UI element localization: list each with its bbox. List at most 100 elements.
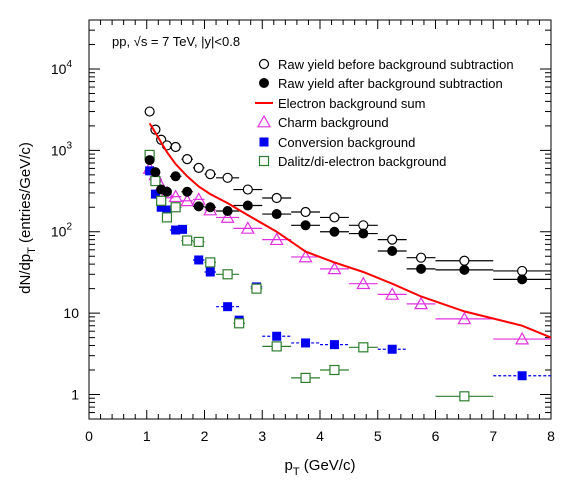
data-point [358, 342, 369, 353]
data-point [259, 137, 269, 147]
data-point [459, 264, 470, 275]
legend: Raw yield before background subtraction R… [255, 57, 514, 169]
data-point [517, 371, 527, 381]
data-point [222, 205, 233, 216]
data-point [161, 186, 172, 197]
data-point [457, 311, 472, 325]
data-point [329, 364, 340, 376]
x-tick-label: 5 [374, 428, 382, 444]
data-point [517, 265, 528, 277]
data-point [182, 154, 193, 165]
legend-label: Charm background [278, 115, 389, 130]
data-point [387, 246, 398, 257]
data-point [259, 78, 269, 88]
data-point [150, 167, 161, 178]
y-tick-label-base: 10 [51, 142, 67, 158]
y-axis-label-unit: (entries/GeV/c) [17, 142, 34, 247]
x-axis-label-unit: (GeV/c) [300, 457, 356, 474]
y-tick-label: 1 [71, 387, 79, 403]
x-axis-label-p: p [285, 457, 293, 474]
data-point [168, 189, 183, 203]
data-point [300, 220, 311, 231]
data-point [223, 302, 233, 312]
legend-label: Dalitz/di-electron background [278, 154, 446, 169]
legend-label: Conversion background [278, 135, 415, 150]
data-point [150, 189, 160, 199]
data-point [144, 155, 155, 166]
data-point [234, 318, 245, 329]
data-point [171, 225, 181, 235]
data-point [242, 184, 253, 195]
data-point [161, 212, 173, 223]
data-point [205, 267, 215, 277]
y-tick-label: 10 [63, 305, 79, 321]
y-tick-label-exp: 2 [66, 222, 72, 233]
data-point [301, 338, 311, 348]
data-point [170, 171, 181, 182]
data-point [182, 186, 193, 197]
data-point [156, 202, 166, 212]
y-axis-label: dN/dpT (entries/GeV/c) [17, 142, 38, 294]
chart-annotation: pp, √s = 7 TeV, |y|<0.8 [112, 34, 240, 49]
data-point [358, 220, 369, 231]
data-point [156, 195, 167, 206]
data-point [222, 269, 233, 280]
data-point [329, 212, 340, 223]
x-tick-label: 7 [489, 428, 497, 444]
data-point [515, 331, 530, 345]
data-point [387, 234, 398, 245]
data-point [220, 210, 235, 223]
x-tick-label: 8 [547, 428, 555, 444]
y-tick-label-exp: 3 [66, 140, 72, 151]
data-point [358, 228, 369, 239]
data-point [414, 296, 429, 310]
x-tick-label: 4 [316, 428, 324, 444]
y-tick-label-base: 10 [51, 224, 67, 240]
data-point [387, 344, 397, 354]
y-tick-label-base: 1 [71, 387, 79, 403]
data-point [329, 226, 340, 237]
data-point [251, 283, 262, 294]
data-point [459, 255, 470, 266]
data-point [222, 172, 233, 183]
y-tick-label-base: 10 [63, 305, 79, 321]
data-point [258, 58, 270, 70]
y-tick-label-base: 10 [51, 61, 67, 77]
data-point [356, 276, 371, 290]
y-axis-label-sub: T [26, 247, 38, 254]
data-point [193, 201, 204, 212]
x-axis-label-sub: T [293, 466, 300, 478]
data-point [145, 166, 155, 176]
data-point [144, 106, 155, 117]
data-point [240, 221, 255, 234]
legend-label: Raw yield after background subtraction [278, 76, 503, 91]
x-tick-label: 1 [143, 428, 151, 444]
data-point [271, 209, 282, 220]
data-point [329, 340, 339, 350]
data-point [180, 193, 195, 207]
series-2 [148, 122, 552, 339]
data-point [385, 287, 400, 300]
data-point [300, 372, 311, 383]
data-layer [142, 106, 552, 402]
data-point [193, 236, 204, 248]
x-tick-label: 2 [201, 428, 209, 444]
data-point [194, 255, 204, 265]
data-point [269, 232, 284, 246]
data-point [256, 114, 272, 128]
data-point [272, 331, 282, 341]
data-point [182, 235, 193, 246]
y-tick-label: 102 [51, 222, 73, 240]
x-tick-label: 0 [85, 428, 93, 444]
data-point [150, 175, 161, 187]
data-point [170, 141, 181, 153]
data-point [298, 249, 313, 263]
background-sum-line [148, 122, 552, 339]
data-point [205, 257, 216, 268]
series-0 [144, 106, 551, 277]
data-point [205, 169, 216, 180]
y-tick-label-exp: 4 [66, 59, 72, 70]
data-point [162, 205, 172, 215]
